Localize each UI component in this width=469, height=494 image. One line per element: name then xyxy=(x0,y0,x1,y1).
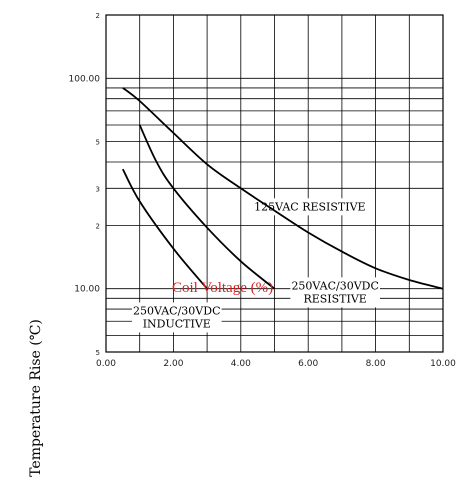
y-tick-label: 100.00 xyxy=(69,74,101,84)
x-tick-label: 2.00 xyxy=(163,359,183,369)
series-lines xyxy=(122,87,444,290)
x-tick-label: 8.00 xyxy=(366,359,386,369)
label-250vac-resistive: 250VAC/30VDC xyxy=(291,279,378,292)
grid-lines xyxy=(105,14,444,353)
y-tick-label: 5 xyxy=(96,349,100,357)
y-tick-label: 2 xyxy=(96,222,100,230)
series-label-background xyxy=(131,302,222,333)
series-line-250vac-inductive xyxy=(122,168,208,290)
coil-voltage-label: Coil Voltage (%) xyxy=(172,280,273,296)
label-250vac-inductive: 250VAC/30VDC xyxy=(133,304,220,317)
y-axis-label: Temperature Rise (℃) xyxy=(28,319,44,477)
x-tick-label: 10.00 xyxy=(430,359,456,369)
series-label-backgrounds xyxy=(131,198,380,333)
x-tick-label: 0.00 xyxy=(96,359,116,369)
x-tick-label: 4.00 xyxy=(231,359,251,369)
x-tick-label: 6.00 xyxy=(298,359,318,369)
y-tick-label: 3 xyxy=(96,185,100,193)
series-label-background xyxy=(290,277,380,308)
series-labels: 125VAC RESISTIVE250VAC/30VDCRESISTIVE250… xyxy=(133,200,379,330)
label-250vac-resistive: RESISTIVE xyxy=(303,292,366,305)
y-tick-label: 2 xyxy=(96,12,100,20)
plot-frame xyxy=(105,14,444,353)
series-line-125vac-resistive xyxy=(122,87,444,290)
label-125vac-resistive: 125VAC RESISTIVE xyxy=(254,200,365,213)
series-line-250vac-resistive xyxy=(138,124,276,290)
series-label-background xyxy=(248,198,372,216)
tick-labels: 0.00 2.00 4.00 6.00 8.00 10.00 2 100.00 5 3 2 10.00… xyxy=(69,12,457,369)
label-250vac-inductive: INDUCTIVE xyxy=(143,317,211,330)
y-tick-label: 10.00 xyxy=(74,285,100,295)
y-tick-label: 5 xyxy=(96,139,100,147)
